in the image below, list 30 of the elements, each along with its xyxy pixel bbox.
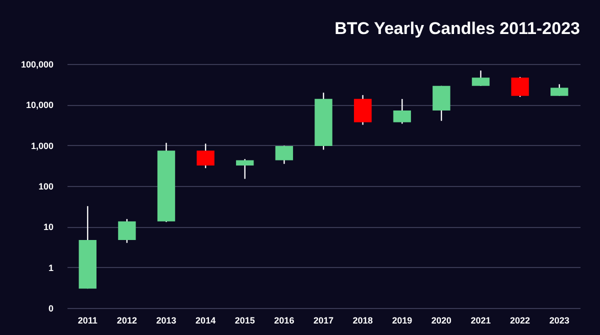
x-tick-label: 2021 [470, 316, 491, 326]
x-tick-label: 2013 [156, 316, 176, 326]
y-tick-label: 10 [43, 222, 54, 232]
candlestick [236, 158, 254, 180]
candlestick [196, 143, 214, 169]
x-tick-label: 2020 [431, 316, 452, 326]
candlestick [511, 76, 529, 98]
y-tick-label: 100 [38, 182, 54, 192]
candlestick [550, 84, 568, 96]
y-tick-label: 10,000 [26, 100, 54, 110]
x-tick-label: 2023 [549, 316, 570, 326]
y-tick-label: 1,000 [30, 140, 54, 151]
chart-title: BTC Yearly Candles 2011-2023 [334, 19, 580, 38]
x-tick-label: 2015 [234, 316, 255, 326]
x-tick-label: 2014 [196, 316, 216, 326]
y-tick-label: 1 [48, 262, 54, 273]
y-tick-label: 0 [48, 304, 54, 314]
candlestick [393, 98, 411, 124]
x-tick-label: 2016 [274, 316, 294, 326]
candlestick [275, 145, 294, 164]
x-tick-label: 2017 [313, 316, 334, 326]
candlestick [354, 94, 372, 126]
x-tick-label: 2019 [392, 316, 412, 326]
y-tick-label: 100,000 [20, 60, 54, 70]
x-tick-label: 2018 [352, 316, 373, 326]
x-tick-label: 2022 [510, 316, 530, 326]
x-tick-label: 2011 [78, 316, 98, 326]
x-tick-label: 2012 [116, 316, 137, 326]
candlestick [118, 218, 136, 244]
candlestick [472, 70, 490, 87]
